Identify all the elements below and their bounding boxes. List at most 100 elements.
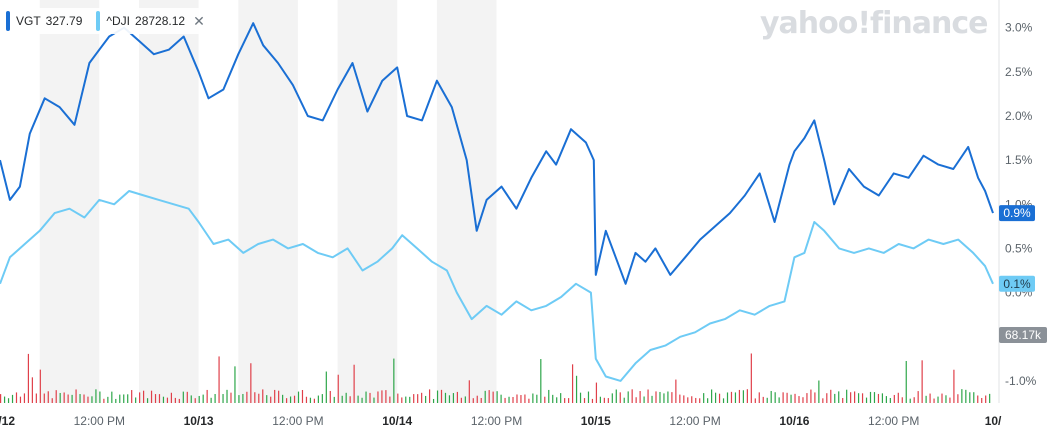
x-tick-label: 12:00 PM — [272, 414, 323, 428]
volume-bar — [671, 392, 673, 403]
volume-bar — [456, 391, 458, 403]
volume-bar — [452, 393, 455, 403]
x-tick-label: 12:00 PM — [669, 414, 720, 428]
vgt-last-tag: 0.9% — [999, 205, 1035, 222]
volume-bar — [190, 395, 192, 403]
volume-bar — [385, 390, 387, 403]
last-value-tags: 0.9% 0.1% 68.17k — [999, 205, 1047, 343]
volume-bar — [857, 393, 860, 403]
volume-bar — [421, 392, 423, 403]
volume-last-tag: 68.17k — [999, 327, 1047, 343]
volume-bar — [0, 394, 2, 403]
volume-bar — [639, 391, 641, 403]
x-tick-label: 10/14 — [382, 414, 412, 428]
volume-bar — [583, 398, 586, 403]
volume-bar — [635, 397, 637, 403]
volume-bar — [647, 389, 649, 403]
after-hours-band — [139, 0, 199, 403]
volume-bar — [842, 398, 844, 403]
volume-bar — [170, 392, 173, 403]
volume-bar — [123, 394, 125, 403]
volume-bar — [865, 397, 868, 403]
volume-bar — [830, 389, 832, 403]
y-tick-label: 2.0% — [1005, 109, 1033, 123]
legend-vgt-symbol[interactable]: VGT — [16, 14, 41, 28]
close-icon[interactable]: ✕ — [193, 12, 205, 29]
volume-bar — [897, 392, 899, 403]
volume-bar — [651, 395, 653, 403]
dji-last-value: 0.1% — [1003, 277, 1031, 291]
volume-bar — [278, 390, 280, 403]
volume-bar — [71, 394, 73, 403]
volume-bar — [504, 397, 506, 403]
volume-bar — [146, 398, 149, 403]
volume-bar — [87, 396, 89, 403]
vgt-last-value: 0.9% — [1003, 206, 1031, 220]
volume-bar — [909, 398, 911, 403]
volume-bar — [643, 396, 645, 403]
volume-bar — [274, 389, 276, 403]
volume-bar — [214, 394, 216, 403]
volume-bar — [135, 397, 137, 403]
volume-bar — [889, 398, 891, 403]
volume-bar — [444, 392, 447, 403]
volume-bar — [949, 397, 951, 403]
volume-bar — [238, 395, 240, 403]
volume-bar — [774, 392, 776, 403]
volume-bar — [881, 393, 884, 403]
volume-bar — [893, 394, 895, 403]
volume-bar — [726, 392, 729, 403]
volume-bar — [544, 396, 546, 403]
volume-bar — [250, 363, 252, 403]
volume-bar — [528, 398, 530, 403]
volume-bar — [119, 394, 121, 403]
volume-bar — [270, 396, 272, 403]
volume-bar — [917, 391, 919, 403]
volume-bar — [139, 392, 141, 403]
legend-dji-symbol[interactable]: ^DJI — [106, 14, 131, 28]
volume-bar — [929, 393, 931, 403]
volume-bar — [750, 353, 752, 403]
volume-bar — [810, 389, 812, 403]
volume-bar — [675, 379, 677, 403]
volume-bar — [333, 396, 335, 403]
volume-bar — [548, 389, 550, 403]
volume-bar — [905, 360, 907, 403]
volume-bar — [178, 398, 180, 403]
volume-bar — [782, 392, 784, 403]
volume-bar — [254, 392, 256, 403]
volume-bar — [397, 393, 399, 403]
y-tick-label: 3.0% — [1005, 21, 1033, 35]
volume-bar — [409, 396, 411, 403]
x-tick-label: 10/13 — [184, 414, 214, 428]
volume-bar — [587, 391, 590, 403]
volume-bar — [877, 393, 880, 403]
volume-bar — [206, 389, 208, 403]
volume-bar — [432, 398, 435, 403]
volume-bar — [683, 395, 685, 403]
volume-bar — [154, 394, 157, 403]
volume-bar — [210, 397, 212, 403]
volume-bar — [941, 393, 943, 403]
volume-last-value: 68.17k — [1005, 328, 1042, 342]
volume-bar — [766, 397, 768, 403]
volume-bar — [389, 396, 391, 403]
y-tick-label: 0.5% — [1005, 241, 1033, 255]
volume-bar — [790, 394, 792, 403]
volume-bar — [536, 394, 538, 403]
volume-bar — [687, 397, 689, 403]
volume-bar — [369, 392, 371, 403]
volume-bar — [595, 382, 598, 403]
volume-bar — [472, 398, 474, 403]
volume-bar — [31, 377, 33, 403]
x-tick-label: 12:00 PM — [74, 414, 125, 428]
volume-bar — [313, 398, 315, 403]
volume-bar — [317, 395, 319, 403]
volume-bar — [83, 394, 85, 403]
dji-last-tag: 0.1% — [999, 275, 1035, 292]
volume-bar — [524, 394, 526, 403]
volume-bar — [99, 391, 101, 403]
volume-bar — [365, 391, 367, 403]
